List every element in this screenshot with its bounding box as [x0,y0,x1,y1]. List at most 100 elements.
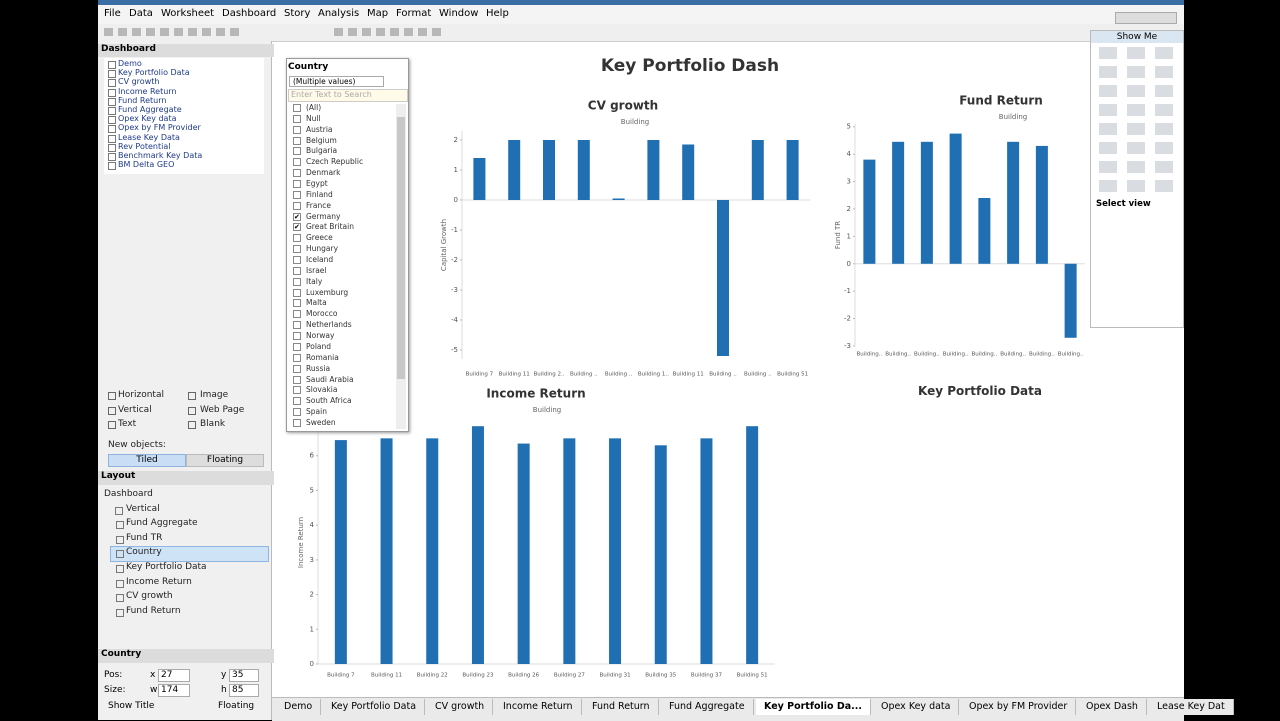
toolbar-icon[interactable] [188,28,197,36]
menu-item[interactable]: File [104,8,121,19]
filter-item[interactable]: Romania [306,352,339,362]
filter-item[interactable]: Hungary [306,244,339,254]
checkbox-label[interactable]: Show Title [108,701,155,711]
chart-icon[interactable] [1155,180,1173,192]
checkbox-label[interactable]: Floating [218,701,255,711]
toolbar-icon[interactable] [404,28,413,36]
filter-item[interactable]: Denmark [306,168,341,178]
toolbar-icon[interactable] [390,28,399,36]
layout-item[interactable]: Vertical [126,503,160,514]
show-me-title[interactable]: Show Me [1091,31,1183,43]
checkbox[interactable] [293,256,301,265]
layout-item[interactable]: CV growth [126,591,173,602]
checkbox[interactable] [293,277,301,286]
sheet-item[interactable]: Demo [118,59,142,68]
chart-icon[interactable] [1099,142,1117,154]
toolbar-icon[interactable] [376,28,385,36]
checkbox[interactable] [293,125,301,134]
menu-item[interactable]: Data [129,8,153,19]
chart-icon[interactable] [1155,104,1173,116]
sheet-tab[interactable]: Demo [276,699,322,715]
number-input[interactable]: 35 [229,669,259,682]
filter-item[interactable]: Egypt [306,179,328,189]
sheet-tab[interactable]: Opex Key data [873,699,960,715]
checkbox[interactable] [293,180,301,189]
filter-item[interactable]: Belgium [306,135,337,145]
checkbox[interactable] [293,353,301,362]
filter-item[interactable]: Germany [306,211,341,221]
checkbox[interactable] [293,234,301,243]
sheet-item[interactable]: Opex Key data [118,114,177,124]
chart-icon[interactable] [1155,85,1173,97]
layout-item[interactable]: Fund Return [126,605,181,616]
chart-icon[interactable] [1155,161,1173,173]
checkbox[interactable] [293,288,301,297]
sheet-item[interactable]: Fund Aggregate [118,105,182,114]
chart-icon[interactable] [1155,66,1173,78]
filter-item[interactable]: France [306,200,331,210]
filter-item[interactable]: Bulgaria [306,146,338,156]
filter-item[interactable]: Finland [306,189,333,199]
floating-button[interactable]: Floating [186,454,264,467]
sheet-tab[interactable]: Opex by FM Provider [961,699,1077,715]
toolbar-icon[interactable] [104,28,113,36]
chart-icon[interactable] [1127,123,1145,135]
sheet-item[interactable]: Benchmark Key Data [118,151,203,160]
object-item[interactable]: Web Page [200,404,245,415]
filter-item[interactable]: Malta [306,298,327,308]
checkbox[interactable]: ✔ [293,223,301,232]
filter-item[interactable]: Greece [306,233,333,243]
checkbox[interactable] [293,299,301,308]
checkbox[interactable] [293,386,301,395]
menu-item[interactable]: Map [367,8,389,19]
filter-item[interactable]: Slovakia [306,385,338,395]
chart-icon[interactable] [1099,104,1117,116]
checkbox[interactable] [293,321,301,330]
checkbox[interactable] [293,201,301,210]
menu-item[interactable]: Window [439,8,479,19]
menu-item[interactable]: Format [396,8,432,19]
toolbar-icon[interactable] [418,28,427,36]
toolbar-icon[interactable] [202,28,211,36]
filter-item[interactable]: Great Britain [306,222,354,232]
sheet-item[interactable]: Fund Return [118,95,167,105]
menu-item[interactable]: Story [284,8,311,19]
chart-icon[interactable] [1155,142,1173,154]
checkbox[interactable]: ✔ [293,212,301,221]
checkbox[interactable] [293,245,301,254]
checkbox[interactable] [293,147,301,156]
layout-item[interactable]: Fund TR [126,532,163,543]
chart-icon[interactable] [1127,142,1145,154]
toolbar-icon[interactable] [432,28,441,36]
sheet-item[interactable]: Rev Potential [118,141,171,151]
sheet-tab[interactable]: Fund Return [584,699,659,715]
layout-item[interactable]: Key Portfolio Data [126,562,207,572]
sheet-tab[interactable]: CV growth [427,699,494,715]
number-input[interactable]: 27 [158,669,190,682]
chart-icon[interactable] [1155,123,1173,135]
object-item[interactable]: Blank [200,419,226,429]
toolbar-icon[interactable] [362,28,371,36]
checkbox[interactable] [293,397,301,406]
toolbar-icon[interactable] [216,28,225,36]
filter-item[interactable]: Russia [306,363,331,373]
filter-item[interactable]: South Africa [306,396,352,406]
filter-item[interactable]: Morocco [306,309,338,319]
chart-icon[interactable] [1155,47,1173,59]
toolbar-icon[interactable] [132,28,141,36]
chart-icon[interactable] [1127,180,1145,192]
object-item[interactable]: Horizontal [118,390,164,400]
toolbar-icon[interactable] [160,28,169,36]
search-box[interactable]: Enter Text to Search [288,89,408,102]
checkbox[interactable] [293,114,301,123]
sheet-tab[interactable]: Opex Dash [1078,699,1147,715]
sheet-tab[interactable]: Fund Aggregate [661,699,754,715]
object-item[interactable]: Vertical [118,404,152,415]
checkbox[interactable] [293,342,301,351]
filter-item[interactable]: Netherlands [306,320,352,330]
sheet-item[interactable]: Income Return [118,86,177,96]
tiled-button[interactable]: Tiled [108,454,186,467]
checkbox[interactable] [293,104,301,112]
toolbar-icon[interactable] [348,28,357,36]
sheet-tab[interactable]: Key Portfolio Da... [756,699,871,715]
